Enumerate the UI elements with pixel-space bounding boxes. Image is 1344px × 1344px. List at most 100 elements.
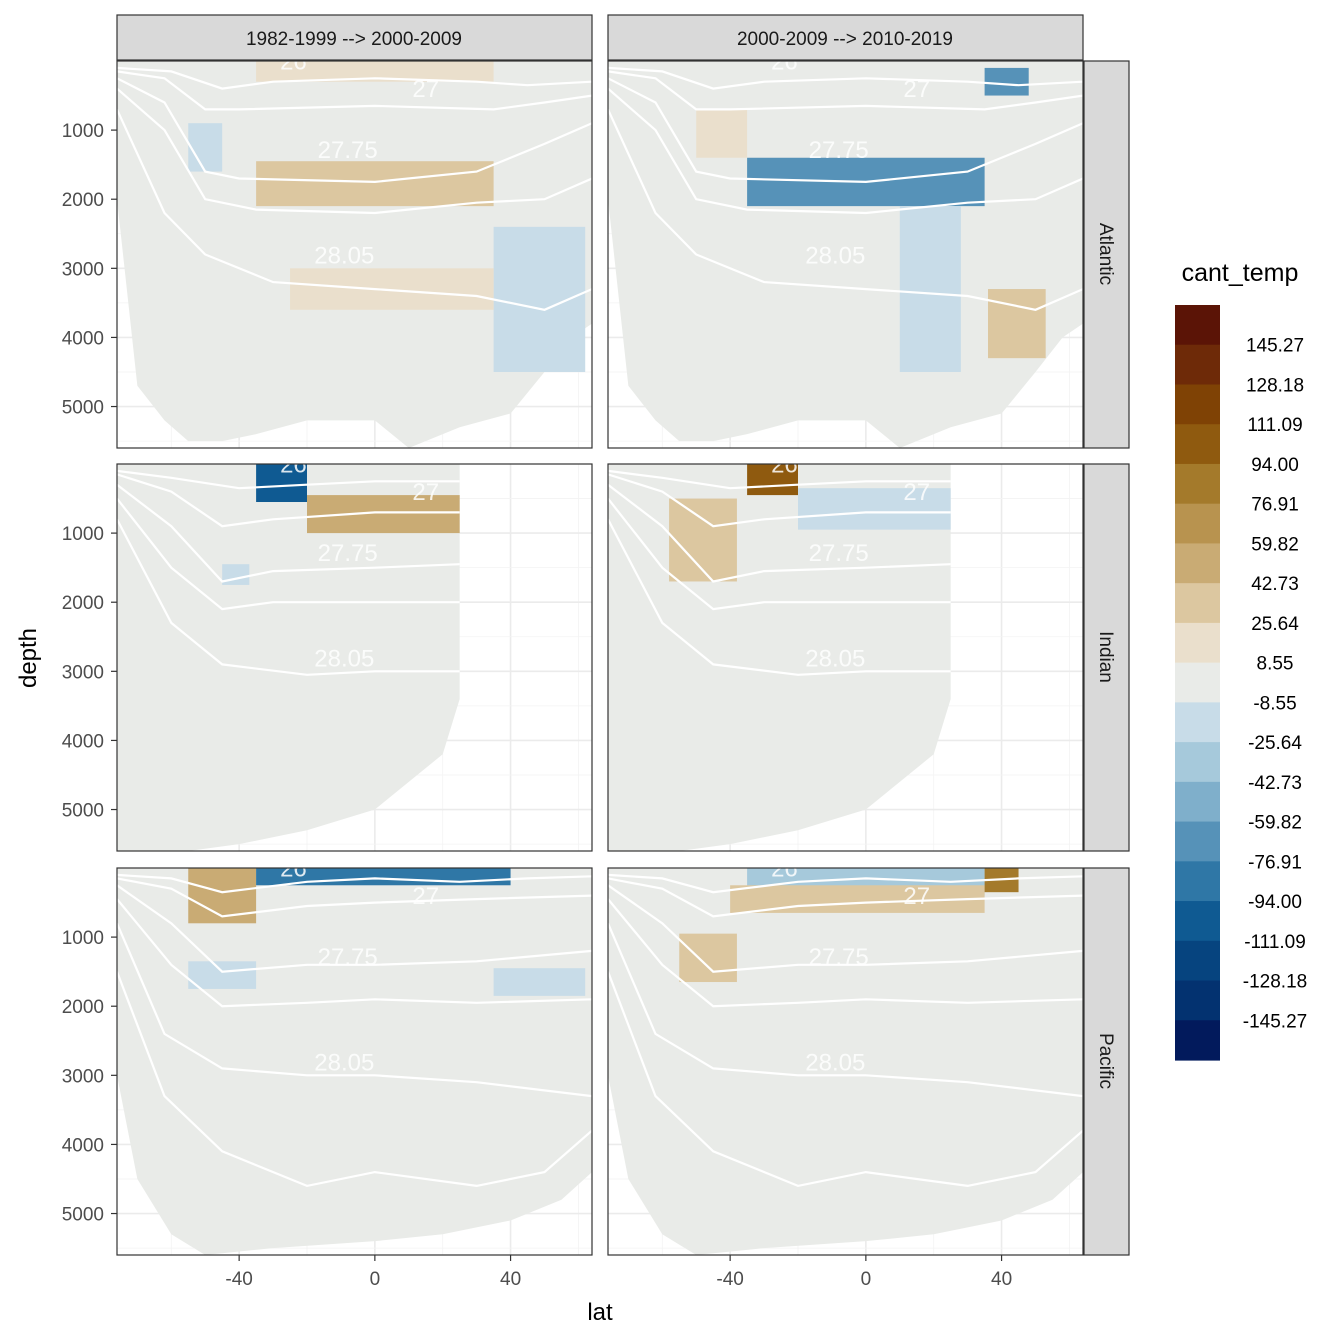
isopycnal-label: 27: [412, 479, 439, 506]
legend-label: -94.00: [1248, 892, 1302, 913]
panels: 26 27 27.75 28.05 26 27 27.75 28.05 26 27 27.75 28.…: [116, 48, 1084, 1256]
panel-r1-c1: 26 27 27.75 28.05: [608, 451, 1083, 851]
isopycnal-label: 28.05: [314, 645, 374, 672]
isopycnal-label: 27: [412, 883, 439, 910]
isopycnal-line: [117, 922, 592, 1098]
isopycnal-label: 26: [280, 48, 307, 75]
y-tick-label: 2000: [62, 190, 104, 211]
legend-label: 42.73: [1251, 574, 1299, 595]
legend-swatch: [1175, 781, 1220, 823]
isopycnal-line: [117, 66, 592, 90]
isopycnal-label: 26: [771, 451, 798, 478]
y-axis-title: depth: [15, 628, 42, 688]
panel-r1-c0: 26 27 27.75 28.05: [117, 451, 592, 851]
isopycnal-line: [608, 873, 1083, 894]
ocean-field: [117, 61, 592, 448]
panel-border: [607, 60, 1084, 449]
row-strip-label-1: Indian: [1095, 631, 1116, 683]
anomaly-patch: [679, 933, 737, 983]
legend-label: -25.64: [1248, 733, 1302, 754]
isopycnal-label: 27: [903, 76, 930, 103]
legend-swatch: [1175, 980, 1220, 1021]
isopycnal-line: [608, 518, 951, 676]
legend-swatch: [1175, 940, 1220, 982]
anomaly-patch: [696, 109, 748, 158]
anomaly-patch: [984, 67, 1029, 96]
legend-label: -59.82: [1248, 813, 1302, 834]
isopycnal-line: [117, 877, 592, 918]
isopycnal-line: [117, 77, 592, 184]
anomaly-patch: [493, 226, 586, 372]
anomaly-patch: [256, 61, 494, 82]
isopycnal-line: [608, 877, 1083, 918]
anomaly-patch: [307, 495, 460, 534]
anomaly-patch: [493, 968, 586, 996]
legend-swatch: [1175, 662, 1220, 703]
isopycnal-label: 26: [280, 451, 307, 478]
isopycnal-line: [117, 898, 592, 1008]
y-tick-label: 2000: [62, 997, 104, 1018]
legend-swatch: [1175, 305, 1220, 346]
legend-swatch: [1175, 742, 1220, 783]
legend-swatch: [1175, 543, 1220, 584]
anomaly-patch: [899, 206, 961, 372]
x-tick-label: 40: [991, 1269, 1012, 1290]
isopycnal-label: 26: [280, 855, 307, 882]
isopycnal-line: [608, 922, 1083, 1098]
isopycnal-label: 27: [903, 883, 930, 910]
anomaly-patch: [798, 488, 951, 530]
legend-swatch: [1175, 702, 1220, 743]
isopycnal-line: [608, 66, 1083, 90]
x-tick-label: -40: [716, 1269, 743, 1290]
row-strip-label-2: Pacific: [1095, 1033, 1116, 1089]
panel-border: [607, 463, 1084, 852]
legend-swatch: [1175, 861, 1220, 902]
isopycnal-label: 28.05: [805, 1049, 865, 1076]
column-strip-label-1: 2000-2009 --> 2010-2019: [737, 29, 953, 50]
isopycnal-line: [117, 884, 592, 973]
legend-label: 128.18: [1246, 375, 1304, 396]
isopycnal-line: [117, 70, 592, 111]
isopycnal-line: [608, 483, 951, 583]
isopycnal-line: [608, 469, 951, 490]
panel-border: [116, 463, 593, 852]
isopycnal-line: [608, 473, 951, 528]
legend-swatch: [1175, 424, 1220, 465]
legend-swatch: [1175, 384, 1220, 425]
row-strip-2: Pacific: [1083, 867, 1130, 1256]
y-tick-label: 3000: [62, 259, 104, 280]
isopycnal-line: [117, 483, 460, 583]
legend-title: cant_temp: [1182, 259, 1299, 287]
y-tick-label: 5000: [62, 398, 104, 419]
y-tick-label: 1000: [62, 928, 104, 949]
anomaly-patch: [747, 464, 798, 496]
anomaly-patch: [290, 268, 494, 310]
isopycnal-label: 27: [903, 479, 930, 506]
column-strip-label-0: 1982-1999 --> 2000-2009: [246, 29, 462, 50]
isopycnal-label: 27.75: [318, 944, 378, 971]
isopycnal-label: 27.75: [809, 540, 869, 567]
legend-label: 25.64: [1251, 614, 1299, 635]
y-tick-label: 4000: [62, 328, 104, 349]
panel-r0-c1: 26 27 27.75 28.05: [608, 48, 1083, 448]
isopycnal-line: [117, 87, 592, 215]
x-tick-label: -40: [225, 1269, 252, 1290]
y-tick-label: 5000: [62, 801, 104, 822]
legend-label: -8.55: [1253, 693, 1296, 714]
x-axis-title: lat: [587, 1299, 613, 1326]
isopycnal-line: [117, 108, 592, 311]
isopycnal-label: 26: [771, 48, 798, 75]
isopycnal-label: 27.75: [809, 944, 869, 971]
anomaly-patch: [188, 123, 223, 172]
legend-label: 111.09: [1247, 415, 1302, 436]
legend-label: 76.91: [1251, 495, 1299, 516]
anomaly-patch: [222, 564, 250, 585]
panel-border: [116, 60, 593, 449]
isopycnal-label: 27.75: [318, 540, 378, 567]
legend-label: -42.73: [1248, 773, 1302, 794]
y-tick-label: 2000: [62, 593, 104, 614]
isopycnal-label: 27: [412, 76, 439, 103]
y-tick-label: 5000: [62, 1205, 104, 1226]
anomaly-patch: [988, 289, 1046, 359]
